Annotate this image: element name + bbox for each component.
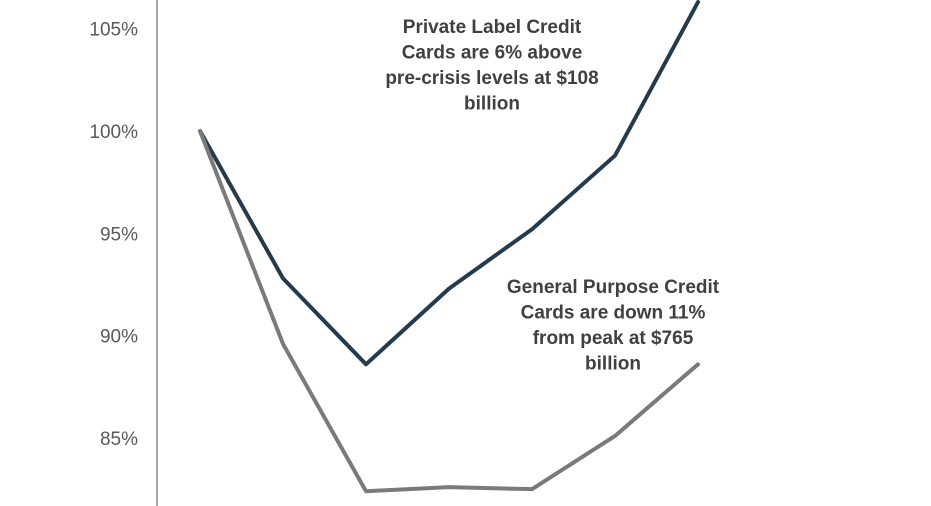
private-label-note: Private Label Credit Cards are 6% above pr…	[385, 17, 598, 115]
series-layer	[198, 0, 700, 494]
y-tick-label: 105%	[89, 20, 138, 41]
y-tick-labels: 85% 90% 95% 100% 105%	[89, 20, 138, 450]
series-line-general-purpose	[198, 129, 700, 494]
annotation-line: billion	[464, 94, 520, 115]
series-line-private-label	[198, 0, 700, 367]
y-tick-label: 90%	[100, 327, 138, 348]
annotations: Private Label Credit Cards are 6% above pr…	[385, 17, 719, 375]
y-tick-label: 95%	[100, 224, 138, 245]
y-tick-label: 100%	[89, 122, 138, 143]
annotation-line: Cards are 6% above	[402, 43, 583, 64]
annotation-line: Private Label Credit	[403, 17, 582, 38]
annotation-line: Cards are down 11%	[521, 303, 706, 324]
y-tick-label: 85%	[100, 429, 138, 450]
annotation-line: billion	[585, 354, 641, 375]
annotation-line: General Purpose Credit	[507, 277, 720, 298]
annotation-line: from peak at $765	[533, 328, 694, 349]
annotation-line: pre-crisis levels at $108	[385, 68, 598, 89]
general-purpose-note: General Purpose Credit Cards are down 11%…	[507, 277, 720, 375]
